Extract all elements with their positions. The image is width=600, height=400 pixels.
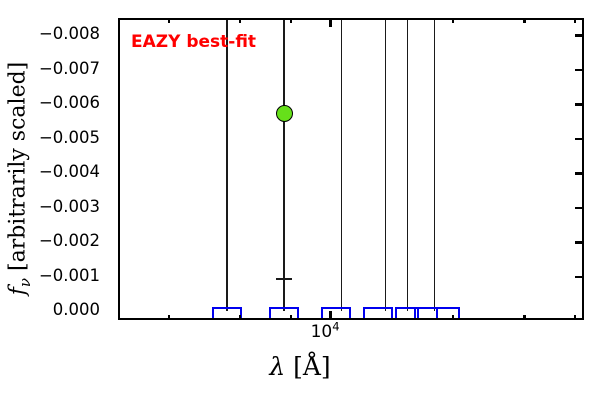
filter-transmission-box [394,306,419,318]
photometry-datapoint [275,105,293,123]
filter-transmission-box [212,306,243,318]
y-axis-label-subscript: ν [15,278,34,288]
model-spike-line [384,20,387,312]
filter-transmission-box [321,306,352,318]
x-axis-tick-minor-top [239,18,242,23]
y-axis-tick-label: −0.006 [38,93,100,113]
model-spike-line [407,20,409,312]
y-axis-tick-label: −0.007 [38,58,100,78]
x-axis-tick-minor [239,315,242,320]
y-axis-tick-label: −0.005 [38,127,100,147]
filter-transmission-box [269,306,300,318]
y-axis-tick-label: −0.003 [38,196,100,216]
x-axis-label: λ [Å] [0,352,600,381]
eazy-best-fit-annotation: EAZY best-fit [131,32,257,52]
x-axis-tick-major-top [329,18,332,27]
y-axis-tick-mark-right [575,241,584,244]
x-axis-tick-minor-top [290,18,293,23]
y-axis-label-symbol: f [5,287,31,296]
x-axis-tick-minor [451,315,455,320]
errorbar-cap [276,277,293,281]
y-axis-tick-mark-right [575,103,584,106]
y-axis-tick-mark-right [575,275,584,279]
x-axis-label-unit: [Å] [293,352,331,381]
y-axis-tick-label: −0.008 [38,24,100,44]
x-tick-mantissa: 10 [310,322,333,342]
x-tick-exponent: 4 [332,319,340,334]
x-axis-tick-minor [167,315,170,320]
x-axis-tick-label: 104 [310,319,340,342]
y-axis-tick-label: 0.000 [52,300,100,320]
filter-transmission-box [435,306,460,318]
x-axis-tick-minor [290,315,293,320]
filter-transmission-box [414,306,439,318]
y-axis-tick-mark-right [575,172,584,175]
model-spike-line [226,20,228,312]
x-axis-tick-minor [574,315,577,320]
y-axis-tick-mark-right [575,68,584,72]
y-axis-tick-mark-right [575,34,584,37]
model-spike-line [340,20,342,312]
y-axis-tick-mark-right [575,137,584,141]
plot-canvas [120,20,582,318]
x-axis-tick-minor-top [167,18,170,23]
x-axis-label-symbol: λ [269,352,286,381]
x-axis-tick-minor-top [523,18,526,23]
x-axis-tick-minor-top [574,18,577,23]
x-axis-tick-minor [523,315,526,320]
y-axis-tick-label: −0.002 [38,231,100,251]
y-axis-tick-label: −0.001 [38,265,100,285]
model-spike-line [433,20,436,312]
errorbar-line [283,20,286,279]
x-axis-tick-major [329,311,332,320]
filter-transmission-box [362,306,393,318]
x-axis-tick-minor-top [451,18,455,23]
plot-frame [118,18,584,320]
y-axis-label: fν [arbitrarily scaled] [5,9,34,349]
y-axis-label-rest: [arbitrarily scaled] [5,61,31,278]
y-axis-tick-label: −0.004 [38,162,100,182]
y-axis-tick-mark-right [575,206,584,210]
